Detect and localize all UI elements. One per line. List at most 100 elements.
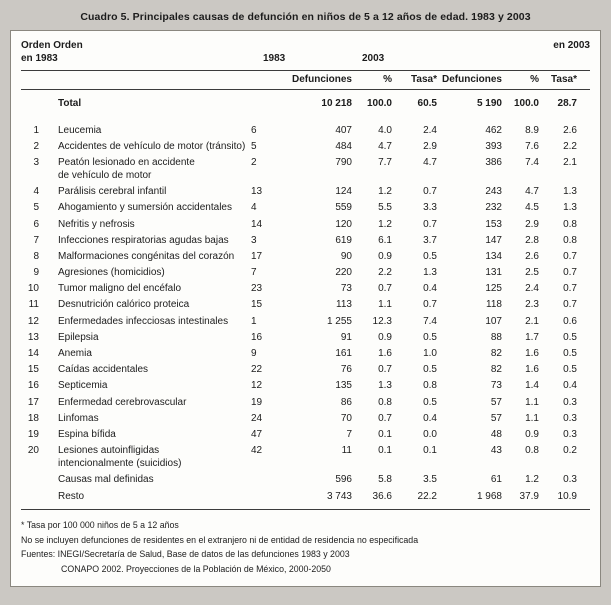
table-row: 9 Agresiones (homicidios) 7 220 2.2 1.3 131 2.5… — [21, 265, 590, 281]
table-row: Causas mal definidas 596 5.8 3.5 61 1.2 0.3 — [21, 472, 590, 488]
cell-pct03: 1.6 — [525, 364, 539, 376]
header-spacer — [251, 71, 277, 90]
cell-tasa03: 0.4 — [563, 380, 577, 392]
cell-def03: 48 — [490, 428, 502, 440]
cell-def03: 386 — [485, 156, 502, 168]
table-row: 15 Caídas accidentales 22 76 0.7 0.5 82 1.6 0.5 — [21, 362, 590, 378]
cell-orden83: 9 — [251, 348, 257, 360]
header-tasa-2003: Tasa* — [539, 71, 590, 90]
cell-cause: Resto — [58, 490, 85, 502]
table-header-years: Orden Orden en 1983 1983 2003 en 2003 — [21, 37, 590, 71]
cell-rank: 4 — [33, 186, 39, 198]
cell-pct03: 7.6 — [525, 140, 539, 152]
table-row: 17 Enfermedad cerebrovascular 19 86 0.8 0.5 57… — [21, 394, 590, 410]
header-year-2003: 2003 — [362, 53, 385, 64]
cell-orden83: 5 — [251, 140, 257, 152]
cell-def83: 484 — [335, 140, 352, 152]
total-row: Total 10 218 100.0 60.5 5 190 100.0 28.7 — [21, 90, 590, 123]
table-row: 11 Desnutrición calórico proteica 15 113 1.1… — [21, 297, 590, 313]
cell-pct83: 0.7 — [378, 412, 392, 424]
cell-pct03: 7.4 — [525, 156, 539, 168]
cell-tasa83: 0.7 — [423, 186, 437, 198]
column-header-row: Defunciones % Tasa* Defunciones % Tasa* — [21, 71, 590, 90]
cell-cause: Leucemia — [58, 124, 102, 136]
cell-pct03: 2.1 — [525, 315, 539, 327]
cell-def83: 559 — [335, 202, 352, 214]
cell-tasa03: 0.7 — [563, 299, 577, 311]
cell-tasa03: 2.2 — [563, 140, 577, 152]
footnote-exclusion: No se incluyen defunciones de residentes… — [21, 534, 419, 545]
cell-pct83: 6.1 — [378, 234, 392, 246]
cell-tasa03: 0.7 — [563, 283, 577, 295]
cell-cause: Tumor maligno del encéfalo — [58, 283, 182, 295]
cell-pct03: 2.8 — [525, 234, 539, 246]
cell-rank — [21, 472, 39, 488]
mortality-table: Defunciones % Tasa* Defunciones % Tasa* … — [21, 71, 590, 504]
table-row: 7 Infecciones respiratorias agudas bajas 3… — [21, 232, 590, 248]
cell-total-label: Total — [58, 98, 82, 109]
cell-pct03: 2.9 — [525, 218, 539, 230]
cell-cause: Caídas accidentales — [58, 364, 149, 376]
footnote-conapo: CONAPO 2002. Proyecciones de la Població… — [61, 563, 331, 574]
cell-def83: 73 — [340, 283, 352, 295]
cell-rank: 8 — [33, 250, 39, 262]
cell-def83: 124 — [335, 186, 352, 198]
cell-tasa03: 0.7 — [563, 267, 577, 279]
footnote-sources: Fuentes: INEGI/Secretaría de Salud, Base… — [21, 549, 350, 560]
cell-def03: 393 — [485, 140, 502, 152]
cell-pct83: 0.1 — [378, 445, 392, 457]
cell-orden83: 3 — [251, 234, 257, 246]
cell-def03: 57 — [490, 412, 502, 424]
cell-tasa83: 3.3 — [423, 202, 437, 214]
cell-def03: 107 — [485, 315, 502, 327]
cell-tasa03: 0.5 — [563, 331, 577, 343]
cell-orden83: 14 — [251, 218, 263, 230]
cell-orden83: 6 — [251, 124, 257, 136]
cell-tasa83: 1.0 — [423, 348, 437, 360]
cell-tasa83: 2.4 — [423, 124, 437, 136]
cell-def83: 7 — [346, 428, 352, 440]
cell-pct83: 1.2 — [378, 218, 392, 230]
cell-rank: 18 — [27, 412, 39, 424]
cell-def03: 61 — [490, 474, 502, 486]
cell-rank: 15 — [27, 364, 39, 376]
cell-def03: 153 — [485, 218, 502, 230]
cell-def83: 70 — [340, 412, 352, 424]
cell-pct03: 4.5 — [525, 202, 539, 214]
cell-pct83: 0.8 — [378, 396, 392, 408]
cell-def83: 790 — [335, 156, 352, 168]
header-en-1983: en 1983 — [21, 53, 58, 64]
cell-orden83: 4 — [251, 202, 257, 214]
cell-cause: Agresiones (homicidios) — [58, 267, 165, 279]
table-row: 14 Anemia 9 161 1.6 1.0 82 1.6 0.5 — [21, 345, 590, 361]
cell-tasa83: 1.3 — [423, 267, 437, 279]
header-year-1983: 1983 — [263, 53, 286, 64]
cell-pct83: 1.6 — [378, 348, 392, 360]
cell-rank: 11 — [28, 299, 39, 311]
cell-orden83: 22 — [251, 364, 263, 376]
cell-pct03: 2.3 — [525, 299, 539, 311]
cell-orden83: 12 — [251, 380, 263, 392]
cell-pct83: 1.1 — [378, 299, 392, 311]
cell-cause: Infecciones respiratorias agudas bajas — [58, 234, 229, 246]
cell-cause: Enfermedad cerebrovascular — [58, 396, 187, 408]
cell-tasa03: 0.5 — [563, 364, 577, 376]
cell-cause: Anemia — [58, 348, 92, 360]
cell-tasa83: 0.5 — [423, 331, 437, 343]
header-spacer — [39, 71, 251, 90]
cell-rank: 13 — [27, 331, 39, 343]
cell-tasa03: 0.3 — [563, 474, 577, 486]
cell-tasa83: 0.5 — [423, 364, 437, 376]
cell-orden83: 17 — [251, 250, 263, 262]
header-pct-2003: % — [502, 71, 539, 90]
cell-cause: Lesiones autoinfligidas intencionalmente… — [58, 445, 182, 470]
cell-cause: Malformaciones congénitas del corazón — [58, 250, 235, 262]
table-row: 13 Epilepsia 16 91 0.9 0.5 88 1.7 0.5 — [21, 329, 590, 345]
cell-rank: 20 — [27, 445, 39, 457]
cell-tasa03: 1.3 — [563, 202, 577, 214]
cell-cause: Accidentes de vehículo de motor (tránsit… — [58, 140, 246, 152]
cell-def03: 125 — [485, 283, 502, 295]
table-row: 4 Parálisis cerebral infantil 13 124 1.2 0.7 2… — [21, 184, 590, 200]
cell-orden83 — [251, 90, 277, 123]
